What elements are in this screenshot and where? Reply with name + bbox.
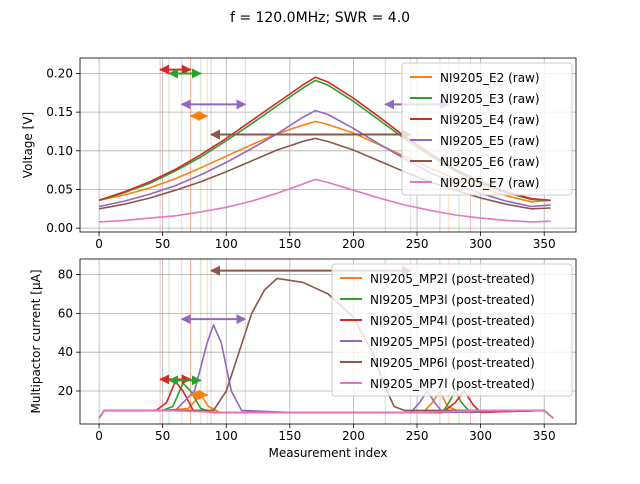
legend-label: NI9205_E5 (raw) bbox=[440, 134, 540, 148]
x-tick-label: 150 bbox=[278, 237, 301, 251]
x-tick-label: 100 bbox=[215, 429, 238, 443]
series-line bbox=[98, 409, 554, 419]
legend-label: NI9205_MP7l (post-treated) bbox=[370, 377, 535, 391]
x-tick-label: 350 bbox=[533, 237, 556, 251]
x-tick-label: 0 bbox=[95, 237, 103, 251]
x-tick-label: 350 bbox=[533, 429, 556, 443]
y-tick-label: 0.00 bbox=[46, 221, 73, 235]
x-tick-label: 300 bbox=[469, 429, 492, 443]
legend: NI9205_MP2l (post-treated) NI9205_MP3l (p… bbox=[331, 263, 573, 397]
x-tick-label: 150 bbox=[278, 429, 301, 443]
axes-frame bbox=[79, 258, 577, 425]
legend-box bbox=[331, 263, 573, 397]
x-tick-label: 100 bbox=[215, 237, 238, 251]
legend-box bbox=[401, 62, 573, 196]
figure-title: f = 120.0MHz; SWR = 4.0 bbox=[230, 10, 410, 26]
legend-label: NI9205_E3 (raw) bbox=[440, 92, 540, 106]
y-tick-label: 0.20 bbox=[46, 66, 73, 80]
series-line bbox=[98, 277, 554, 419]
legend-label: NI9205_MP5l (post-treated) bbox=[370, 335, 535, 349]
legend-label: NI9205_E4 (raw) bbox=[440, 113, 540, 127]
y-tick-label: 0.05 bbox=[46, 182, 73, 196]
legend-label: NI9205_MP6l (post-treated) bbox=[370, 356, 535, 370]
x-tick-label: 200 bbox=[342, 237, 365, 251]
x-tick-label: 250 bbox=[406, 429, 429, 443]
legend-label: NI9205_MP4l (post-treated) bbox=[370, 314, 535, 328]
y-tick-label: 0.10 bbox=[46, 144, 73, 158]
y-tick-label: 60 bbox=[58, 306, 73, 320]
y-axis-label: Multipactor current [μA] bbox=[29, 269, 43, 413]
x-tick-label: 50 bbox=[155, 429, 170, 443]
x-tick-label: 0 bbox=[95, 429, 103, 443]
x-tick-label: 300 bbox=[469, 237, 492, 251]
y-tick-label: 20 bbox=[58, 384, 73, 398]
legend-label: NI9205_E6 (raw) bbox=[440, 155, 540, 169]
legend: NI9205_E2 (raw) NI9205_E3 (raw) NI9205_E4 … bbox=[401, 62, 573, 196]
axes-frame bbox=[79, 57, 577, 233]
y-axis-label: Voltage [V] bbox=[21, 112, 35, 178]
current-axes: 0 50 100 150 200 250 300 350 20 40 60 80 Multipactor… bbox=[29, 258, 577, 460]
series-line bbox=[99, 178, 551, 223]
legend-label: NI9205_MP3l (post-treated) bbox=[370, 293, 535, 307]
legend-label: NI9205_MP2l (post-treated) bbox=[370, 272, 535, 286]
y-tick-label: 80 bbox=[58, 268, 73, 282]
legend-label: NI9205_E7 (raw) bbox=[440, 176, 540, 190]
y-tick-label: 0.15 bbox=[46, 105, 73, 119]
x-axis-label: Measurement index bbox=[268, 446, 387, 460]
x-tick-label: 50 bbox=[155, 237, 170, 251]
series-line bbox=[98, 137, 551, 210]
y-tick-label: 40 bbox=[58, 345, 73, 359]
legend-label: NI9205_E2 (raw) bbox=[440, 71, 540, 85]
voltage-axes: 0 50 100 150 200 250 300 350 0.00 0.05 0.10 0.15 0.2… bbox=[21, 57, 577, 251]
x-tick-label: 200 bbox=[342, 429, 365, 443]
x-tick-label: 250 bbox=[406, 237, 429, 251]
